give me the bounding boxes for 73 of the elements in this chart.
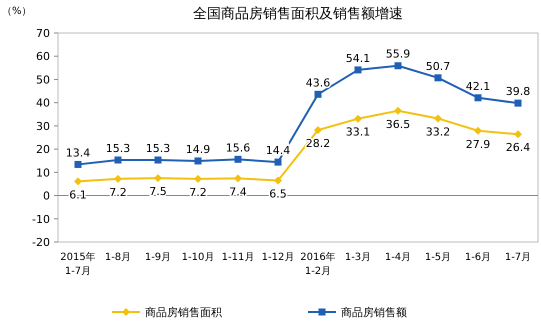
x-tick-label: 1-9月 <box>144 252 172 263</box>
y-tick-label: 20 <box>36 143 50 156</box>
y-tick-label: 40 <box>36 96 50 110</box>
data-label: 26.4 <box>506 141 530 154</box>
data-label: 15.3 <box>146 142 170 156</box>
data-label: 7.5 <box>149 185 167 198</box>
y-tick-label: 60 <box>36 50 50 64</box>
point <box>194 174 202 183</box>
point <box>114 156 122 164</box>
x-tick-label: 1-8月 <box>104 252 132 263</box>
y-tick-label: -10 <box>32 212 50 226</box>
y-axis-title: （%） <box>2 6 32 17</box>
data-label: 13.4 <box>66 146 90 160</box>
point <box>394 106 402 115</box>
x-tick-label: 1-11月 <box>222 252 254 263</box>
data-label: 6.5 <box>269 187 287 200</box>
x-tick-label: 1-5月 <box>424 252 452 263</box>
x-tick-label: 1-4月 <box>384 252 412 263</box>
data-label: 39.8 <box>506 85 530 98</box>
data-label: 15.6 <box>226 141 250 154</box>
data-label: 7.2 <box>109 186 127 199</box>
x-tick-label: 2016年 1-2月 <box>300 251 336 277</box>
data-label: 33.1 <box>346 126 370 139</box>
y-tick-label: 10 <box>36 166 50 180</box>
y-tick-label: 70 <box>36 27 50 40</box>
x-tick-label: 1-3月 <box>344 252 372 263</box>
x-tick-label: 1-12月 <box>262 252 294 263</box>
data-label: 50.7 <box>426 60 450 73</box>
point <box>114 174 122 183</box>
legend-label: 商品房销售面积 <box>145 306 222 319</box>
data-label: 54.1 <box>346 52 370 65</box>
point <box>434 74 442 82</box>
data-label: 55.9 <box>386 48 410 61</box>
point <box>154 156 162 164</box>
data-label: 14.9 <box>186 142 210 156</box>
point <box>354 66 362 74</box>
y-tick-label: -20 <box>32 236 50 249</box>
data-label: 43.6 <box>306 76 330 90</box>
data-label: 15.3 <box>106 142 130 156</box>
point <box>234 156 242 163</box>
point <box>314 90 322 98</box>
point <box>394 62 402 70</box>
point <box>354 114 362 123</box>
chart-title: 全国商品房销售面积及销售额增速 <box>193 6 403 22</box>
point <box>274 158 282 166</box>
x-tick-label: 1-10月 <box>182 252 214 263</box>
point <box>74 177 82 186</box>
point <box>474 94 482 102</box>
data-label: 7.4 <box>229 185 247 198</box>
data-label: 28.2 <box>306 137 330 150</box>
x-tick-label: 2015年 1-7月 <box>60 251 96 277</box>
point <box>434 114 442 122</box>
point <box>194 157 202 164</box>
data-label: 7.2 <box>189 186 207 199</box>
data-label: 42.1 <box>466 80 490 93</box>
data-label: 36.5 <box>386 118 410 131</box>
point <box>74 160 82 168</box>
point <box>154 174 162 182</box>
point <box>474 126 482 135</box>
point <box>234 174 242 182</box>
data-label: 6.1 <box>69 188 87 202</box>
y-tick-label: 30 <box>36 120 50 133</box>
legend-label: 商品房销售额 <box>341 306 407 319</box>
point <box>274 176 282 184</box>
y-tick-label: 50 <box>36 73 50 86</box>
x-tick-label: 1-6月 <box>464 252 492 263</box>
data-label: 33.2 <box>426 125 450 138</box>
x-tick-label: 1-7月 <box>504 252 532 263</box>
data-label: 27.9 <box>466 138 490 151</box>
point <box>514 100 522 107</box>
point <box>314 126 322 134</box>
point <box>514 130 522 138</box>
y-tick-label: 0 <box>43 190 50 203</box>
